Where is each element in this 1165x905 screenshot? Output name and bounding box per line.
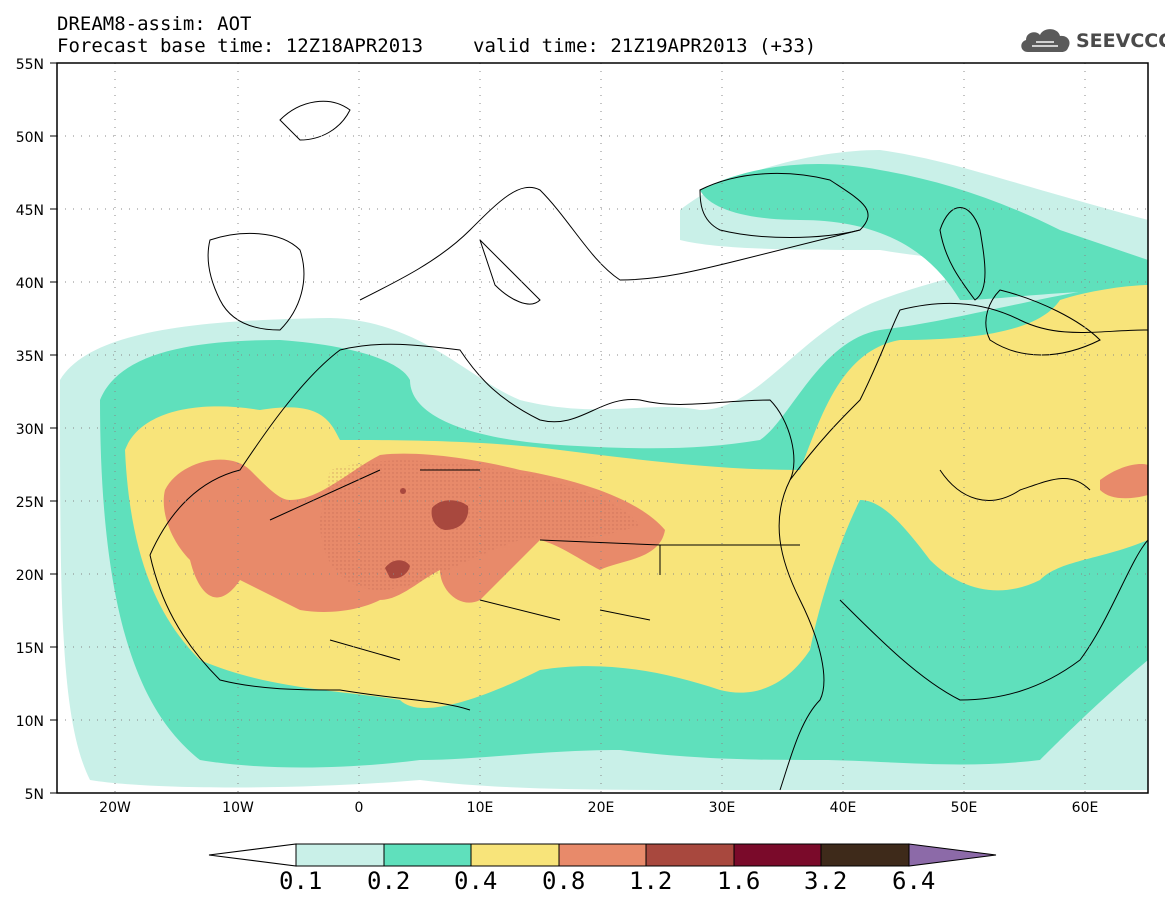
colorbar: [208, 843, 997, 867]
colorbar-low-arrow: [208, 843, 297, 867]
aot-contours: [60, 150, 1148, 790]
logo-text: SEEVCCC: [1076, 30, 1165, 52]
lon-tick: 60E: [1072, 800, 1099, 816]
colorbar-segment: [820, 843, 910, 867]
colorbar-segment: [733, 843, 822, 867]
aot-band-0.4: [125, 285, 1148, 709]
lat-tick: 30N: [16, 422, 44, 438]
coastlines: [149, 100, 1148, 791]
colorbar-label: 0.4: [454, 867, 498, 895]
colorbar-high-arrow: [908, 843, 997, 867]
lat-tick: 25N: [16, 495, 44, 511]
seevccc-logo: SEEVCCC: [1018, 22, 1165, 56]
lon-tick: 50E: [951, 800, 978, 816]
lat-tick: 50N: [16, 130, 44, 146]
colorbar-label: 3.2: [804, 867, 848, 895]
aot-band-0.2-black-sea: [700, 164, 1148, 300]
colorbar-label: 6.4: [892, 867, 936, 895]
colorbar-segment: [558, 843, 647, 867]
lat-tick: 10N: [16, 714, 44, 730]
aot-band-1.2: [431, 500, 469, 530]
colorbar-label: 0.2: [367, 867, 411, 895]
lon-tick: 30E: [709, 800, 736, 816]
lon-tick: 10E: [467, 800, 494, 816]
colorbar-label: 0.8: [542, 867, 586, 895]
lon-tick: 10W: [222, 800, 254, 816]
aot-band-0.8-gulf: [1100, 463, 1148, 499]
graticule: [57, 63, 1148, 793]
aot-band-1.2-b: [385, 560, 410, 579]
colorbar-label: 1.6: [717, 867, 761, 895]
base-time: Forecast base time: 12Z18APR2013: [57, 35, 424, 57]
map-title: DREAM8-assim: AOT: [57, 13, 252, 35]
time-info: Forecast base time: 12Z18APR2013 valid ti…: [57, 36, 816, 56]
lat-tick: 45N: [16, 203, 44, 219]
lat-ticks: 55N 50N 45N 40N 35N 30N 25N 20N 15N 10N …: [16, 57, 44, 803]
valid-time: valid time: 21Z19APR2013 (+33): [473, 35, 817, 57]
lon-tick: 0: [355, 800, 364, 816]
colorbar-label: 1.2: [629, 867, 673, 895]
colorbar-segment: [383, 843, 472, 867]
lat-tick: 35N: [16, 349, 44, 365]
lon-tick: 20E: [588, 800, 615, 816]
aot-band-1.2-c: [400, 488, 406, 494]
lat-tick: 55N: [16, 57, 44, 73]
lat-tick: 5N: [25, 787, 44, 803]
colorbar-label: 0.1: [279, 867, 323, 895]
lat-tick: 40N: [16, 276, 44, 292]
lon-tick: 20W: [99, 800, 131, 816]
lat-tick: 15N: [16, 641, 44, 657]
colorbar-segment: [645, 843, 735, 867]
lon-tick: 40E: [830, 800, 857, 816]
cloud-icon: [1021, 29, 1070, 52]
lon-ticks: 20W 10W 0 10E 20E 30E 40E 50E 60E: [99, 800, 1098, 816]
colorbar-segment: [295, 843, 385, 867]
colorbar-segment: [470, 843, 560, 867]
lat-tick: 20N: [16, 568, 44, 584]
